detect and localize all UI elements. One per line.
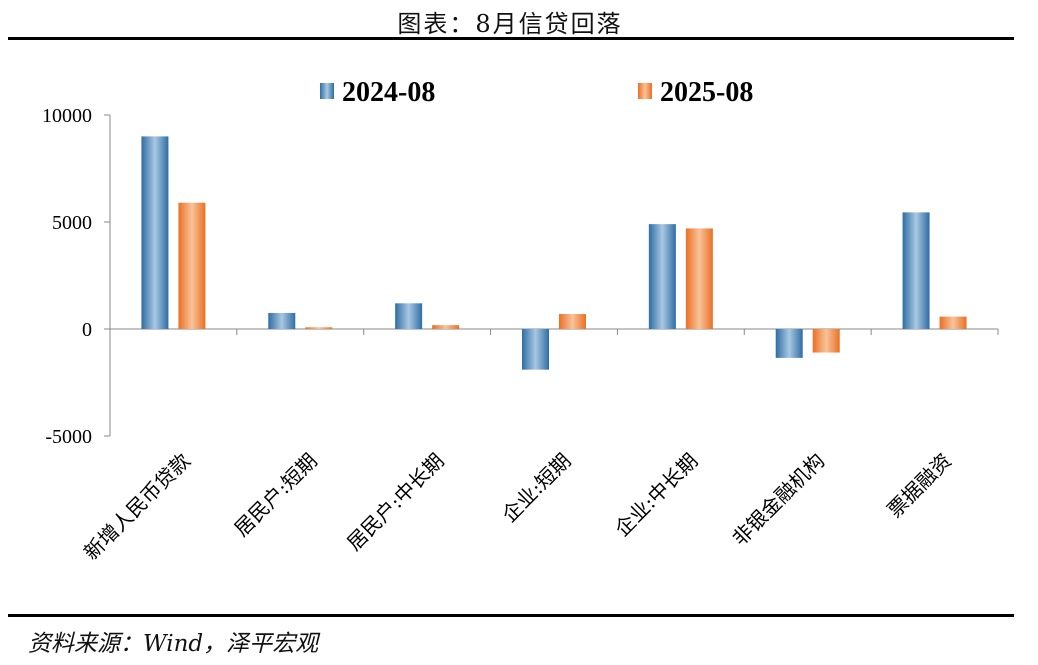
x-category-label: 企业:中长期 <box>610 449 702 541</box>
bar-series1-3 <box>522 329 549 370</box>
legend-label-2: 2025-08 <box>660 77 753 108</box>
y-tick-label: 0 <box>82 319 92 341</box>
bar-series2-4 <box>685 228 713 329</box>
bar-series2-3 <box>559 314 586 329</box>
bottom-rule <box>8 614 1014 617</box>
bar-series1-4 <box>648 224 676 329</box>
source-note: 资料来源：Wind，泽平宏观 <box>28 631 319 657</box>
bar-series1-6 <box>902 212 930 329</box>
x-category-label: 新增人民币贷款 <box>79 449 195 565</box>
legend-swatch-2 <box>638 83 652 99</box>
bar-series1-2 <box>395 303 423 329</box>
x-category-label: 非银金融机构 <box>727 449 829 551</box>
bar-series2-5 <box>812 329 840 353</box>
x-category-label: 票据融资 <box>883 449 957 523</box>
x-category-label: 居民户:中长期 <box>342 449 449 556</box>
legend-swatch-1 <box>320 83 334 99</box>
bar-series1-1 <box>268 312 296 329</box>
bar-series1-5 <box>775 329 803 358</box>
top-rule <box>8 37 1014 40</box>
x-category-label: 居民户:短期 <box>229 449 321 541</box>
bar-series2-6 <box>939 316 967 329</box>
bar-series1-0 <box>141 136 169 329</box>
bar-series2-2 <box>432 325 460 329</box>
chart-title: 图表：8月信贷回落 <box>397 10 623 38</box>
y-tick-label: 10000 <box>42 105 92 127</box>
y-tick-label: -5000 <box>45 426 92 448</box>
bar-series2-0 <box>178 202 206 329</box>
x-category-label: 企业:短期 <box>497 449 575 527</box>
bar-series2-1 <box>305 327 333 329</box>
y-tick-label: 5000 <box>52 212 92 234</box>
legend-label-1: 2024-08 <box>342 77 435 108</box>
